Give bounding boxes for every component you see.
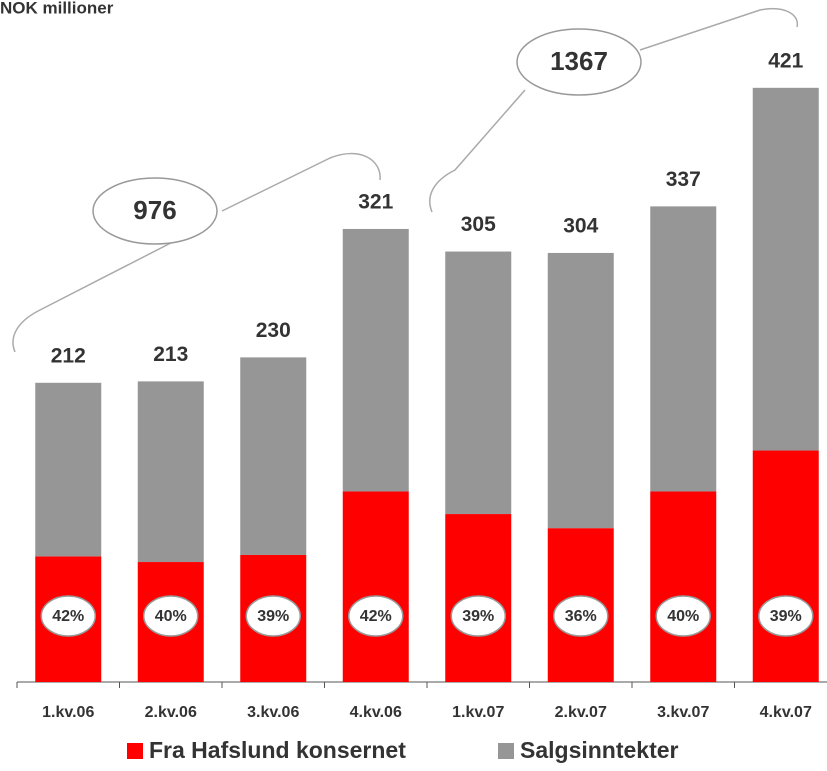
x-tick-label: 1.kv.07 [452, 704, 504, 721]
legend-swatch [498, 743, 514, 759]
annotation-badge [92, 177, 218, 245]
bar-segment [240, 357, 307, 555]
share-badge [655, 595, 711, 637]
x-tick-label: 4.kv.06 [350, 704, 402, 721]
share-badge [553, 595, 609, 637]
share-label: 42% [52, 608, 84, 625]
brace [12, 227, 201, 353]
bar-segment [547, 252, 614, 529]
x-tick-label: 4.kv.07 [760, 704, 812, 721]
bar-segment [650, 491, 717, 682]
bar-segment [35, 382, 102, 557]
total-label: 213 [153, 343, 188, 366]
total-label: 421 [768, 49, 803, 72]
bar-segment [650, 206, 717, 492]
x-tick-label: 1.kv.06 [42, 704, 94, 721]
x-tick-label: 3.kv.06 [247, 704, 299, 721]
bar-segment [342, 228, 409, 492]
total-label: 230 [256, 319, 291, 342]
brace [429, 89, 526, 213]
annotation: 976 [133, 195, 176, 225]
share-badge [758, 595, 814, 637]
share-label: 40% [667, 608, 699, 625]
bar-segment [445, 251, 512, 515]
legend-label: Salgsinntekter [520, 737, 679, 763]
total-label: 337 [666, 168, 701, 191]
share-badge [348, 595, 404, 637]
share-label: 39% [770, 608, 802, 625]
legend-label: Fra Hafslund konsernet [149, 737, 406, 763]
share-badge [245, 595, 301, 637]
bar-segment [137, 381, 204, 563]
bar-segment [752, 87, 819, 451]
share-label: 36% [565, 608, 597, 625]
legend-swatch [127, 743, 143, 759]
total-label: 304 [563, 214, 598, 237]
total-label: 212 [51, 344, 86, 367]
annotation-badge [516, 28, 642, 96]
chart-title: NOK millioner [0, 0, 114, 17]
share-label: 39% [462, 608, 494, 625]
share-badge [143, 595, 199, 637]
bar-segment [752, 450, 819, 682]
annotation: 1367 [550, 46, 608, 76]
total-label: 305 [461, 213, 496, 236]
share-badge [40, 595, 96, 637]
share-label: 40% [155, 608, 187, 625]
total-label: 321 [358, 190, 393, 213]
share-badge [450, 595, 506, 637]
x-tick-label: 2.kv.06 [145, 704, 197, 721]
share-label: 42% [360, 608, 392, 625]
x-tick-label: 2.kv.07 [555, 704, 607, 721]
x-tick-label: 3.kv.07 [657, 704, 709, 721]
share-label: 39% [257, 608, 289, 625]
brace [639, 8, 799, 51]
bar-segment [342, 491, 409, 682]
brace [221, 152, 381, 212]
